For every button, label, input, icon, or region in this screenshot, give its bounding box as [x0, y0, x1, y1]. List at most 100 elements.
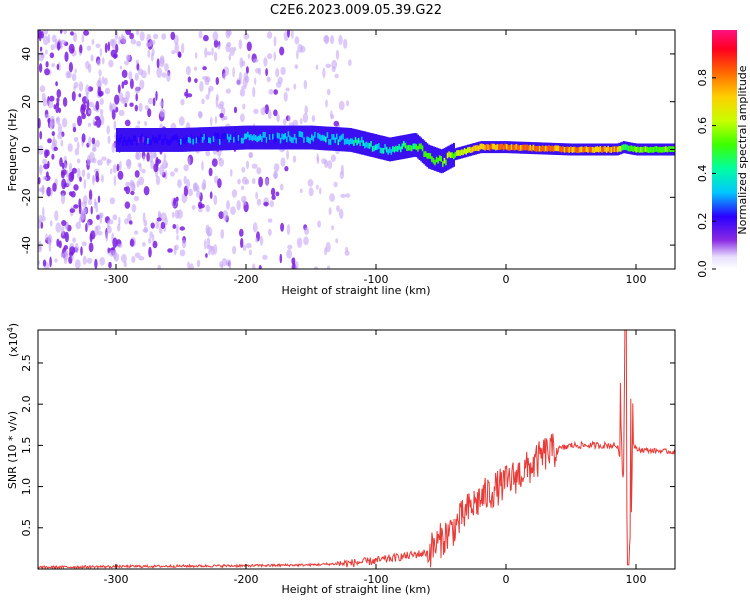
heatmap-ridge-cell	[607, 145, 610, 152]
heatmap-ridge-cell	[119, 137, 122, 143]
heatmap-ridge-cell	[523, 144, 526, 151]
heatmap-ridge-cell	[214, 132, 217, 139]
heatmap-noise-cell	[88, 189, 93, 201]
heatmap-noise-cell	[76, 158, 81, 164]
y-tick-label: 0.5	[20, 519, 33, 537]
heatmap-ridge-cell	[630, 145, 633, 152]
heatmap-noise-cell	[126, 158, 132, 170]
heatmap-noise-cell	[212, 31, 219, 41]
heatmap-ridge-cell	[134, 135, 137, 142]
heatmap-noise-cell	[72, 237, 76, 243]
heatmap-noise-cell	[273, 51, 277, 62]
heatmap-noise-cell	[265, 178, 269, 186]
heatmap-noise-cell	[117, 243, 123, 248]
heatmap-noise-cell	[56, 97, 60, 103]
snr-y-scale-label: (x104)	[6, 323, 20, 357]
heatmap-noise-cell	[167, 248, 173, 253]
heatmap-ridge-cell	[618, 145, 621, 152]
heatmap-ridge-cell	[267, 137, 270, 143]
heatmap-noise-cell	[49, 95, 55, 102]
heatmap-noise-cell	[207, 51, 212, 56]
heatmap-ridge-cell	[552, 146, 555, 152]
heatmap-noise-cell	[296, 237, 303, 248]
heatmap-noise-cell	[44, 68, 50, 76]
heatmap-noise-cell	[88, 136, 92, 148]
heatmap-ridge-cell	[125, 139, 128, 146]
heatmap-noise-cell	[139, 79, 145, 90]
heatmap-ridge-cell	[571, 147, 574, 153]
heatmap-ridge-cell	[240, 137, 243, 144]
heatmap-ridge-cell	[635, 146, 638, 153]
heatmap-noise-cell	[172, 224, 177, 229]
heatmap-ridge-cell	[446, 152, 449, 159]
heatmap-noise-cell	[236, 200, 241, 211]
heatmap-noise-cell	[133, 195, 140, 202]
heatmap-noise-cell	[125, 181, 131, 187]
heatmap-noise-cell	[105, 231, 108, 242]
heatmap-noise-cell	[101, 156, 107, 161]
heatmap-ridge-halo	[141, 128, 143, 152]
heatmap-noise-cell	[219, 113, 224, 118]
heatmap-noise-cell	[43, 163, 49, 170]
heatmap-noise-cell	[153, 33, 159, 40]
heatmap-noise-cell	[170, 171, 175, 177]
heatmap-ridge-cell	[476, 145, 479, 151]
heatmap-noise-cell	[113, 53, 118, 59]
heatmap-noise-cell	[39, 46, 43, 52]
heatmap-noise-cell	[205, 94, 210, 100]
heatmap-noise-cell	[254, 77, 257, 86]
heatmap-noise-cell	[252, 263, 256, 269]
heatmap-noise-cell	[238, 39, 243, 50]
y-tick-label: -20	[20, 188, 33, 206]
heatmap-ridge-cell	[170, 137, 173, 144]
heatmap-ridge-cell	[424, 151, 427, 157]
heatmap-ridge-cell	[300, 131, 303, 137]
heatmap-ridge-cell	[350, 138, 352, 144]
heatmap-noise-cell	[112, 142, 116, 148]
heatmap-ridge-halo	[326, 126, 329, 151]
heatmap-noise-cell	[42, 259, 47, 267]
heatmap-noise-cell	[171, 211, 175, 218]
heatmap-ridge-cell	[226, 133, 229, 140]
heatmap-noise-cell	[157, 210, 161, 218]
heatmap-noise-cell	[151, 40, 156, 45]
heatmap-noise-cell	[60, 171, 65, 179]
heatmap-ridge-cell	[306, 136, 309, 143]
heatmap-y-ticks: -40 -20 0 20 40	[20, 47, 675, 254]
heatmap-noise-cell	[95, 43, 101, 49]
heatmap-noise-cell	[251, 178, 256, 184]
heatmap-ridge-cell	[629, 145, 632, 152]
heatmap-noise-cell	[196, 259, 201, 268]
heatmap-noise-cell	[129, 220, 133, 225]
heatmap-noise-cell	[59, 30, 63, 34]
heatmap-noise-cell	[273, 163, 280, 172]
heatmap-ridge-cell	[147, 138, 150, 144]
heatmap-ridge-cell	[131, 139, 134, 146]
heatmap-ridge-cell	[339, 136, 342, 142]
heatmap-noise-cell	[222, 210, 229, 221]
heatmap-noise-cell	[183, 175, 187, 185]
heatmap-ridge-halo	[217, 126, 220, 151]
heatmap-ridge-cell	[431, 156, 434, 162]
heatmap-noise-cell	[123, 79, 128, 86]
heatmap-ridge-halo	[360, 130, 363, 155]
heatmap-ridge-cell	[495, 144, 498, 151]
heatmap-ridge-cell	[506, 144, 508, 150]
heatmap-noise-cell	[138, 176, 145, 186]
heatmap-ridge-cell	[231, 134, 234, 140]
heatmap-ridge-cell	[438, 155, 441, 161]
heatmap-ridge-cell	[496, 144, 499, 150]
heatmap-noise-cell	[42, 30, 49, 35]
heatmap-noise-cell	[223, 72, 226, 81]
heatmap-noise-cell	[58, 107, 62, 114]
heatmap-noise-cell	[208, 249, 211, 256]
heatmap-noise-cell	[164, 170, 168, 180]
heatmap-noise-cell	[108, 59, 114, 68]
heatmap-noise-cell	[304, 226, 310, 235]
heatmap-ridge-cell	[278, 133, 281, 139]
heatmap-noise-cell	[273, 170, 278, 180]
heatmap-ridge-cell	[481, 143, 483, 150]
heatmap-noise-cell	[69, 208, 76, 213]
heatmap-noise-cell	[193, 66, 198, 71]
heatmap-noise-cell	[137, 120, 141, 125]
